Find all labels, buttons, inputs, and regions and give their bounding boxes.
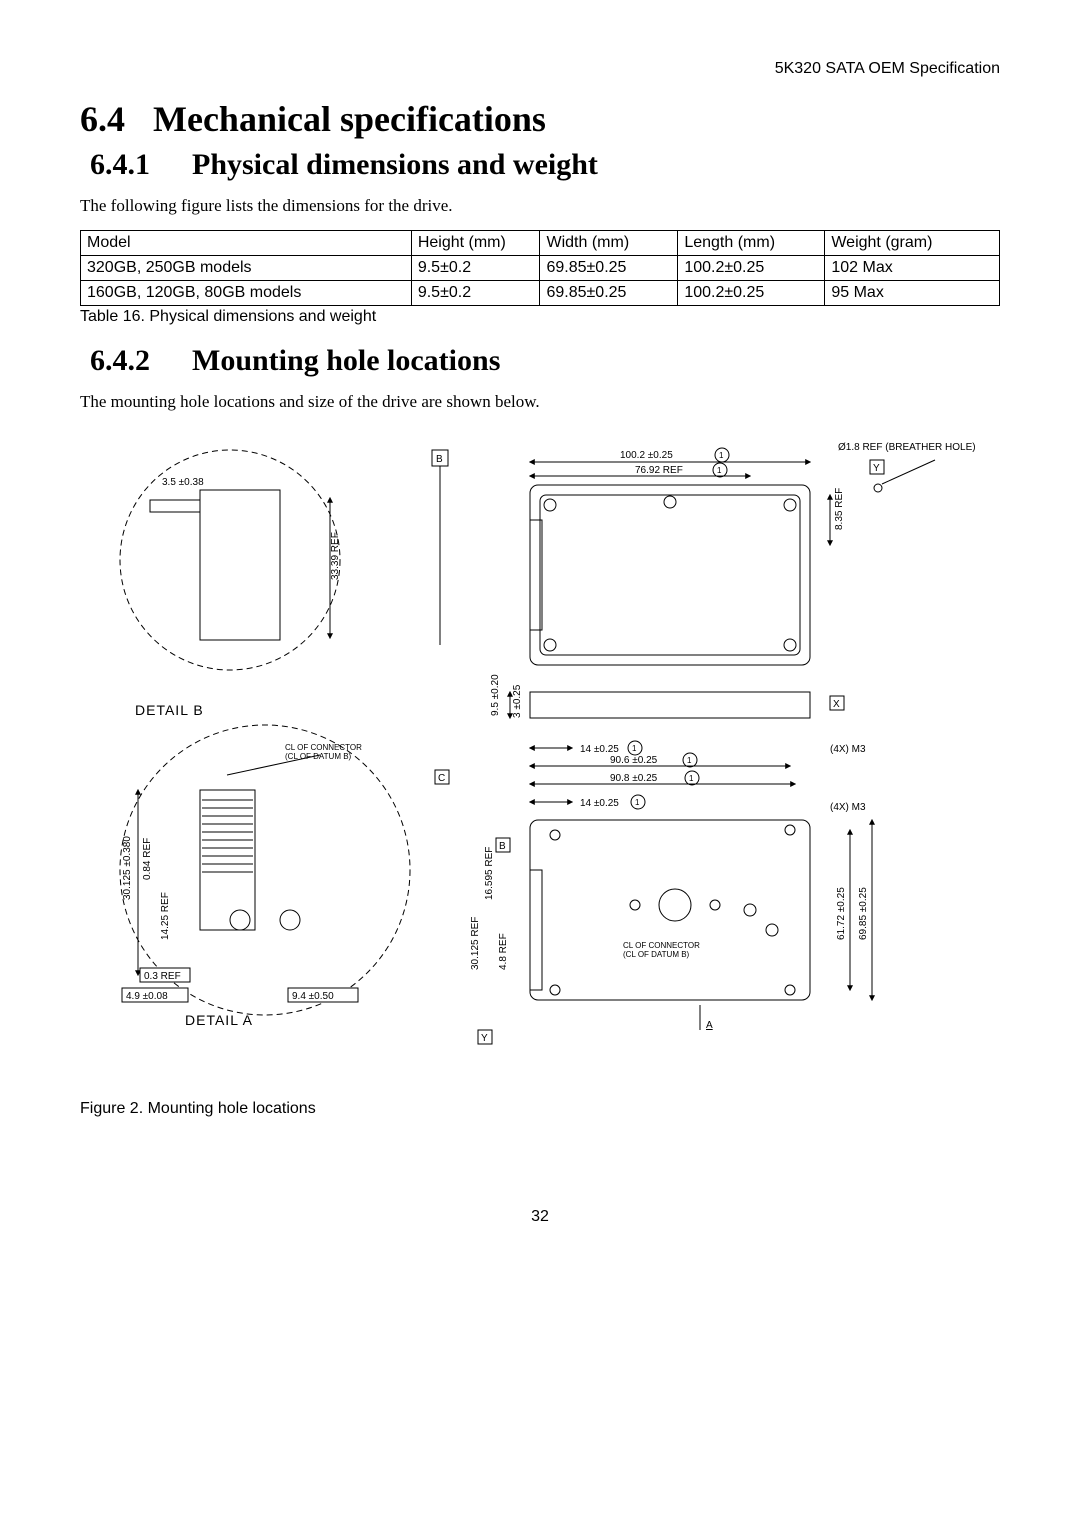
subsection-1-intro: The following figure lists the dimension… xyxy=(80,196,1000,216)
svg-text:(4X) M3: (4X) M3 xyxy=(830,744,866,755)
table-cell: 100.2±0.25 xyxy=(678,281,825,306)
top-view: Ø1.8 REF (BREATHER HOLE) Y 100.2 ±0.25 1… xyxy=(530,442,976,665)
table-cell: 69.85±0.25 xyxy=(540,256,678,281)
table-cell: 9.5±0.2 xyxy=(411,281,540,306)
subsection-2-num: 6.4.2 xyxy=(90,344,150,377)
table-cell: 9.5±0.2 xyxy=(411,256,540,281)
subsection-2-heading: 6.4.2 Mounting hole locations xyxy=(90,344,1000,378)
table-header: Width (mm) xyxy=(540,231,678,256)
table-row: 320GB, 250GB models 9.5±0.2 69.85±0.25 1… xyxy=(81,256,1000,281)
table-caption: Table 16. Physical dimensions and weight xyxy=(80,308,1000,326)
table-cell: 102 Max xyxy=(825,256,1000,281)
subsection-1-heading: 6.4.1 Physical dimensions and weight xyxy=(90,148,1000,182)
table-cell: 95 Max xyxy=(825,281,1000,306)
svg-text:Y: Y xyxy=(481,1033,488,1044)
table-header: Weight (gram) xyxy=(825,231,1000,256)
svg-text:1: 1 xyxy=(689,774,694,783)
svg-text:Ø1.8 REF (BREATHER HOLE): Ø1.8 REF (BREATHER HOLE) xyxy=(838,442,976,453)
svg-text:CL OF CONNECTOR: CL OF CONNECTOR xyxy=(623,941,700,950)
bottom-view: CL OF CONNECTOR (CL OF DATUM B) 14 ±0.25… xyxy=(470,741,872,1044)
svg-text:B: B xyxy=(499,841,506,852)
svg-text:9.5 ±0.20: 9.5 ±0.20 xyxy=(490,674,501,716)
svg-text:14 ±0.25: 14 ±0.25 xyxy=(580,798,619,809)
side-view: 9.5 ±0.20 3 ±0.25 X xyxy=(490,674,844,718)
svg-text:(CL OF DATUM B): (CL OF DATUM B) xyxy=(623,950,690,959)
mounting-hole-diagram: 3.5 ±0.38 33.39 REF B DETAIL B Ø1.8 REF … xyxy=(90,430,990,1070)
table-header: Height (mm) xyxy=(411,231,540,256)
svg-text:14.25 REF: 14.25 REF xyxy=(160,892,171,940)
svg-text:1: 1 xyxy=(717,466,722,475)
table-cell: 320GB, 250GB models xyxy=(81,256,412,281)
svg-text:B: B xyxy=(436,454,443,465)
table-header: Length (mm) xyxy=(678,231,825,256)
svg-text:(4X) M3: (4X) M3 xyxy=(830,802,866,813)
svg-text:X: X xyxy=(833,699,840,710)
svg-text:0.3 REF: 0.3 REF xyxy=(144,971,181,982)
svg-text:0.84 REF: 0.84 REF xyxy=(142,838,153,880)
svg-text:1: 1 xyxy=(687,756,692,765)
detail-a-view: CL OF CONNECTOR (CL OF DATUM B) 30.125 ±… xyxy=(120,725,449,1028)
svg-text:(CL OF DATUM B): (CL OF DATUM B) xyxy=(285,752,352,761)
svg-text:100.2 ±0.25: 100.2 ±0.25 xyxy=(620,450,673,461)
svg-text:33.39 REF: 33.39 REF xyxy=(330,532,341,580)
svg-text:4.8 REF: 4.8 REF xyxy=(498,933,509,970)
detail-b-view: 3.5 ±0.38 33.39 REF B DETAIL B xyxy=(120,450,448,718)
svg-text:C: C xyxy=(438,773,445,784)
table-row: 160GB, 120GB, 80GB models 9.5±0.2 69.85±… xyxy=(81,281,1000,306)
dimensions-table: Model Height (mm) Width (mm) Length (mm)… xyxy=(80,230,1000,306)
subsection-1-num: 6.4.1 xyxy=(90,148,150,181)
svg-text:14 ±0.25: 14 ±0.25 xyxy=(580,744,619,755)
svg-text:90.8 ±0.25: 90.8 ±0.25 xyxy=(610,773,658,784)
svg-text:1: 1 xyxy=(719,451,724,460)
subsection-1-title: Physical dimensions and weight xyxy=(192,148,598,181)
svg-text:61.72 ±0.25: 61.72 ±0.25 xyxy=(836,887,847,940)
svg-text:CL OF CONNECTOR: CL OF CONNECTOR xyxy=(285,743,362,752)
subsection-2-title: Mounting hole locations xyxy=(192,344,500,377)
table-cell: 160GB, 120GB, 80GB models xyxy=(81,281,412,306)
table-cell: 100.2±0.25 xyxy=(678,256,825,281)
svg-text:4.9 ±0.08: 4.9 ±0.08 xyxy=(126,991,168,1002)
header-spec: 5K320 SATA OEM Specification xyxy=(80,60,1000,78)
section-num: 6.4 xyxy=(80,99,125,139)
table-row: Model Height (mm) Width (mm) Length (mm)… xyxy=(81,231,1000,256)
table-cell: 69.85±0.25 xyxy=(540,281,678,306)
svg-text:30.125 ±0.380: 30.125 ±0.380 xyxy=(122,836,133,900)
svg-text:1: 1 xyxy=(632,744,637,753)
section-title: Mechanical specifications xyxy=(153,99,546,139)
svg-text:30.125 REF: 30.125 REF xyxy=(470,917,481,970)
svg-text:A: A xyxy=(706,1020,713,1031)
figure-caption: Figure 2. Mounting hole locations xyxy=(80,1100,1000,1118)
svg-text:Y: Y xyxy=(873,463,880,474)
page-number: 32 xyxy=(80,1208,1000,1226)
svg-text:DETAIL A: DETAIL A xyxy=(185,1012,253,1028)
svg-text:90.6 ±0.25: 90.6 ±0.25 xyxy=(610,755,658,766)
table-header: Model xyxy=(81,231,412,256)
svg-text:16.595 REF: 16.595 REF xyxy=(484,847,495,900)
subsection-2-intro: The mounting hole locations and size of … xyxy=(80,392,1000,412)
svg-text:1: 1 xyxy=(635,798,640,807)
svg-text:DETAIL B: DETAIL B xyxy=(135,702,204,718)
svg-text:8.35 REF: 8.35 REF xyxy=(834,488,845,530)
figure-wrap: 3.5 ±0.38 33.39 REF B DETAIL B Ø1.8 REF … xyxy=(80,430,1000,1070)
svg-text:3 ±0.25: 3 ±0.25 xyxy=(512,684,523,718)
svg-text:9.4 ±0.50: 9.4 ±0.50 xyxy=(292,991,334,1002)
svg-text:76.92 REF: 76.92 REF xyxy=(635,465,683,476)
svg-text:69.85 ±0.25: 69.85 ±0.25 xyxy=(858,887,869,940)
svg-text:3.5 ±0.38: 3.5 ±0.38 xyxy=(162,477,204,488)
section-heading: 6.4 Mechanical specifications xyxy=(80,98,1000,140)
